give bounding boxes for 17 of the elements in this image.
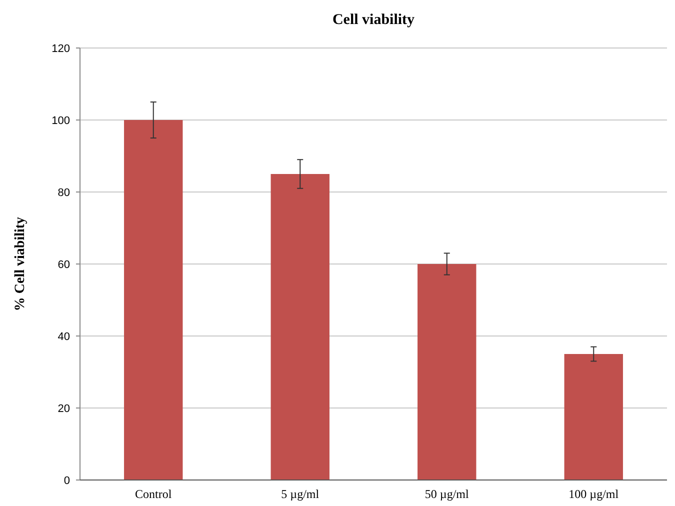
x-tick-label: 50 µg/ml: [424, 487, 470, 501]
y-tick-label: 0: [64, 474, 70, 487]
bar: [270, 174, 330, 480]
y-tick-label: 20: [58, 402, 70, 415]
y-tick-label: 100: [52, 114, 70, 127]
bar: [124, 120, 183, 480]
x-tick-label: 5 µg/ml: [281, 487, 320, 501]
bar: [564, 354, 623, 480]
y-tick-label: 120: [52, 42, 70, 55]
x-tick-label: 100 µg/ml: [568, 487, 620, 501]
y-axis-title: % Cell viability: [13, 216, 28, 312]
y-tick-label: 60: [58, 258, 70, 271]
x-tick-label: Control: [135, 487, 172, 501]
y-tick-label: 80: [58, 186, 70, 199]
y-tick-label: 40: [58, 330, 70, 343]
chart-title: Cell viability: [332, 12, 416, 28]
bar: [418, 264, 476, 480]
